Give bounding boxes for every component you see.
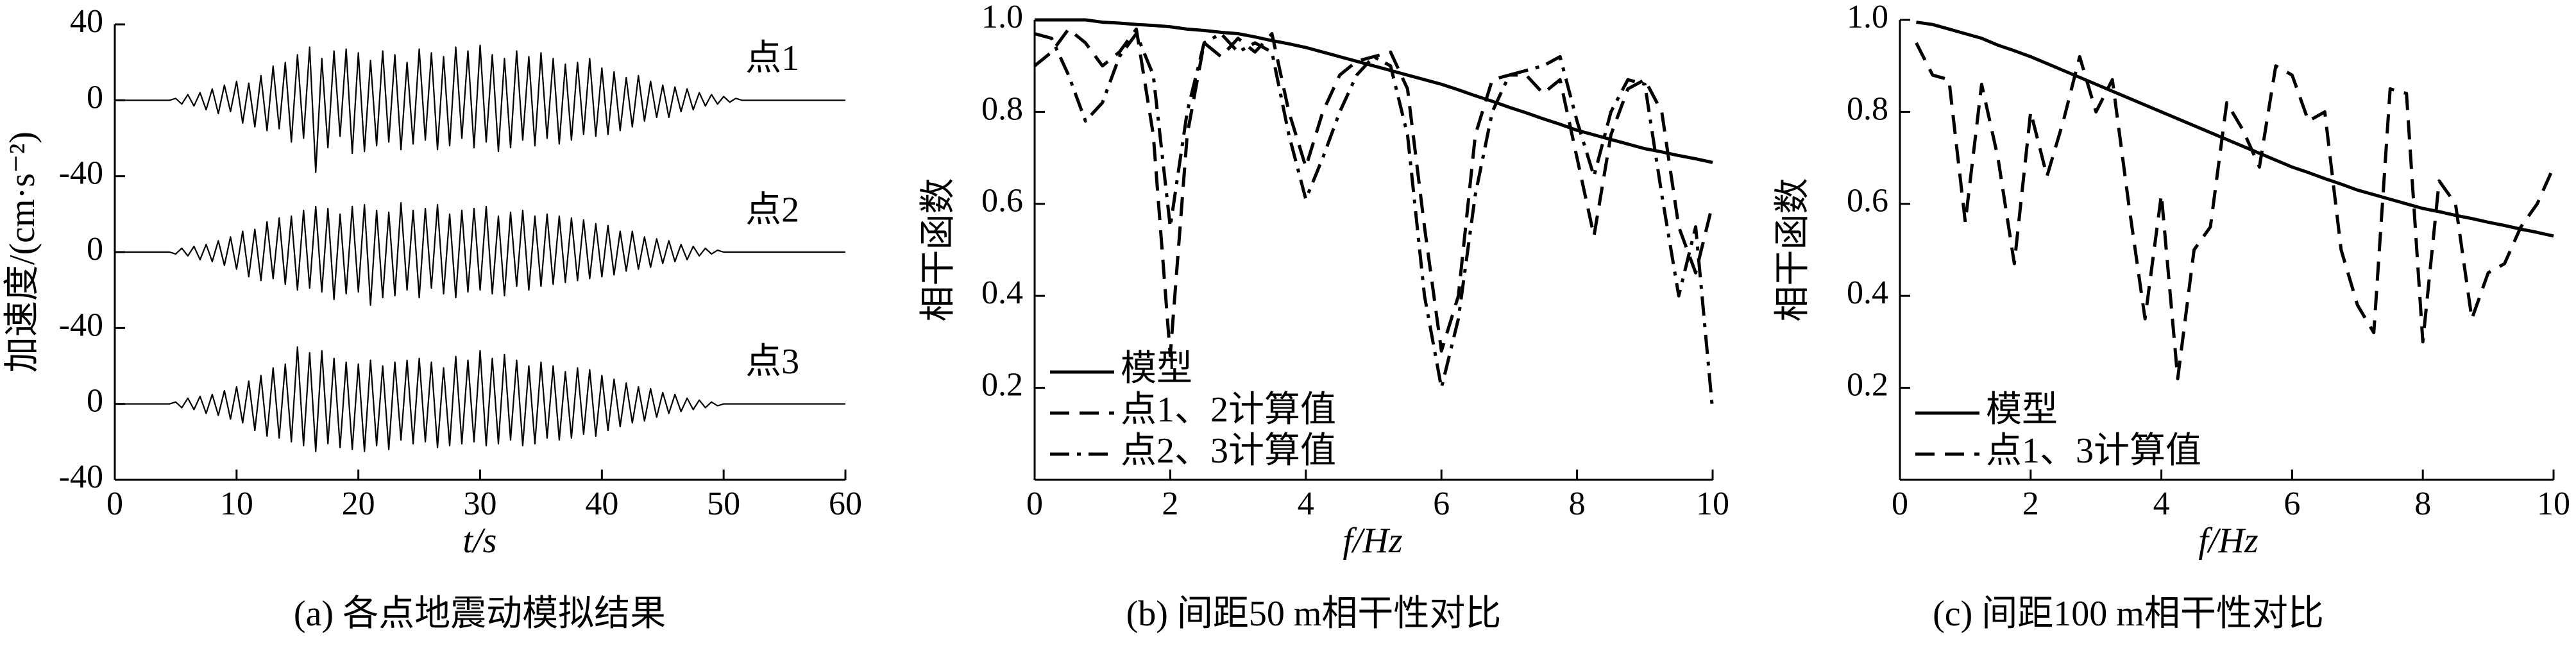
legend-label: 点1、2计算值 (1121, 390, 1336, 430)
x-tick-label: 20 (342, 486, 375, 522)
y-tick-label: 0.2 (1847, 367, 1888, 403)
caption: (a) 各点地震动模拟结果 (294, 594, 666, 634)
y-tick-label: 0.6 (981, 183, 1023, 219)
y-tick-label: 1.0 (1847, 0, 1888, 35)
y-tick-label: 0.4 (981, 275, 1023, 311)
y-tick-label: 0.8 (981, 90, 1023, 127)
y-tick-label: 0.8 (1847, 90, 1888, 127)
x-tick-label: 60 (829, 486, 862, 522)
trace-label: 点3 (745, 342, 799, 382)
waveform (115, 44, 845, 173)
y-axis-label: 相干函数 (1773, 178, 1813, 322)
x-tick-label: 4 (1298, 486, 1314, 522)
series-line (1915, 42, 2555, 380)
x-tick-label: 2 (2022, 486, 2039, 522)
y-tick-label: 0 (87, 231, 103, 267)
x-tick-label: 2 (1162, 486, 1178, 522)
y-tick-label: 0.2 (981, 367, 1023, 403)
x-tick-label: 10 (2537, 486, 2570, 522)
y-axis-label: 加速度/(cm·s⁻²) (3, 131, 42, 373)
x-axis-label: f/Hz (1343, 521, 1403, 561)
legend-label: 模型 (1986, 390, 2058, 430)
x-tick-label: 8 (2414, 486, 2431, 522)
y-tick-label: -40 (59, 459, 103, 495)
y-tick-label: 40 (70, 3, 103, 40)
x-tick-label: 10 (1696, 486, 1729, 522)
y-tick-label: 0.6 (1847, 183, 1888, 219)
x-tick-label: 6 (1433, 486, 1450, 522)
y-tick-label: 1.0 (981, 0, 1023, 35)
x-tick-label: 4 (2153, 486, 2170, 522)
caption: (c) 间距100 m相干性对比 (1933, 594, 2324, 634)
trace-label: 点1 (745, 38, 799, 78)
series-line (1034, 32, 1715, 411)
x-tick-label: 10 (220, 486, 253, 522)
x-tick-label: 40 (585, 486, 618, 522)
x-tick-label: 0 (1026, 486, 1043, 522)
x-tick-label: 0 (106, 486, 123, 522)
x-tick-label: 30 (464, 486, 497, 522)
legend-label: 点2、3计算值 (1121, 431, 1336, 471)
waveform (115, 346, 845, 452)
x-tick-label: 8 (1569, 486, 1586, 522)
caption: (b) 间距50 m相干性对比 (1126, 594, 1502, 634)
x-tick-label: 0 (1892, 486, 1908, 522)
series-line (1916, 21, 2554, 238)
trace-label: 点2 (745, 191, 799, 230)
x-tick-label: 6 (2284, 486, 2300, 522)
waveform (115, 201, 845, 306)
y-tick-label: 0 (87, 383, 103, 420)
y-tick-label: 0 (87, 79, 103, 115)
y-axis-label: 相干函数 (919, 178, 958, 322)
y-tick-label: -40 (59, 155, 103, 192)
series-line (1033, 27, 1715, 357)
legend-label: 模型 (1121, 349, 1192, 389)
y-tick-label: -40 (59, 307, 103, 343)
series-line (1035, 18, 1713, 164)
legend-label: 点1、3计算值 (1986, 431, 2201, 471)
x-tick-label: 50 (707, 486, 740, 522)
y-tick-label: 0.4 (1847, 275, 1888, 311)
x-axis-label: t/s (463, 521, 497, 561)
x-axis-label: f/Hz (2198, 521, 2258, 561)
